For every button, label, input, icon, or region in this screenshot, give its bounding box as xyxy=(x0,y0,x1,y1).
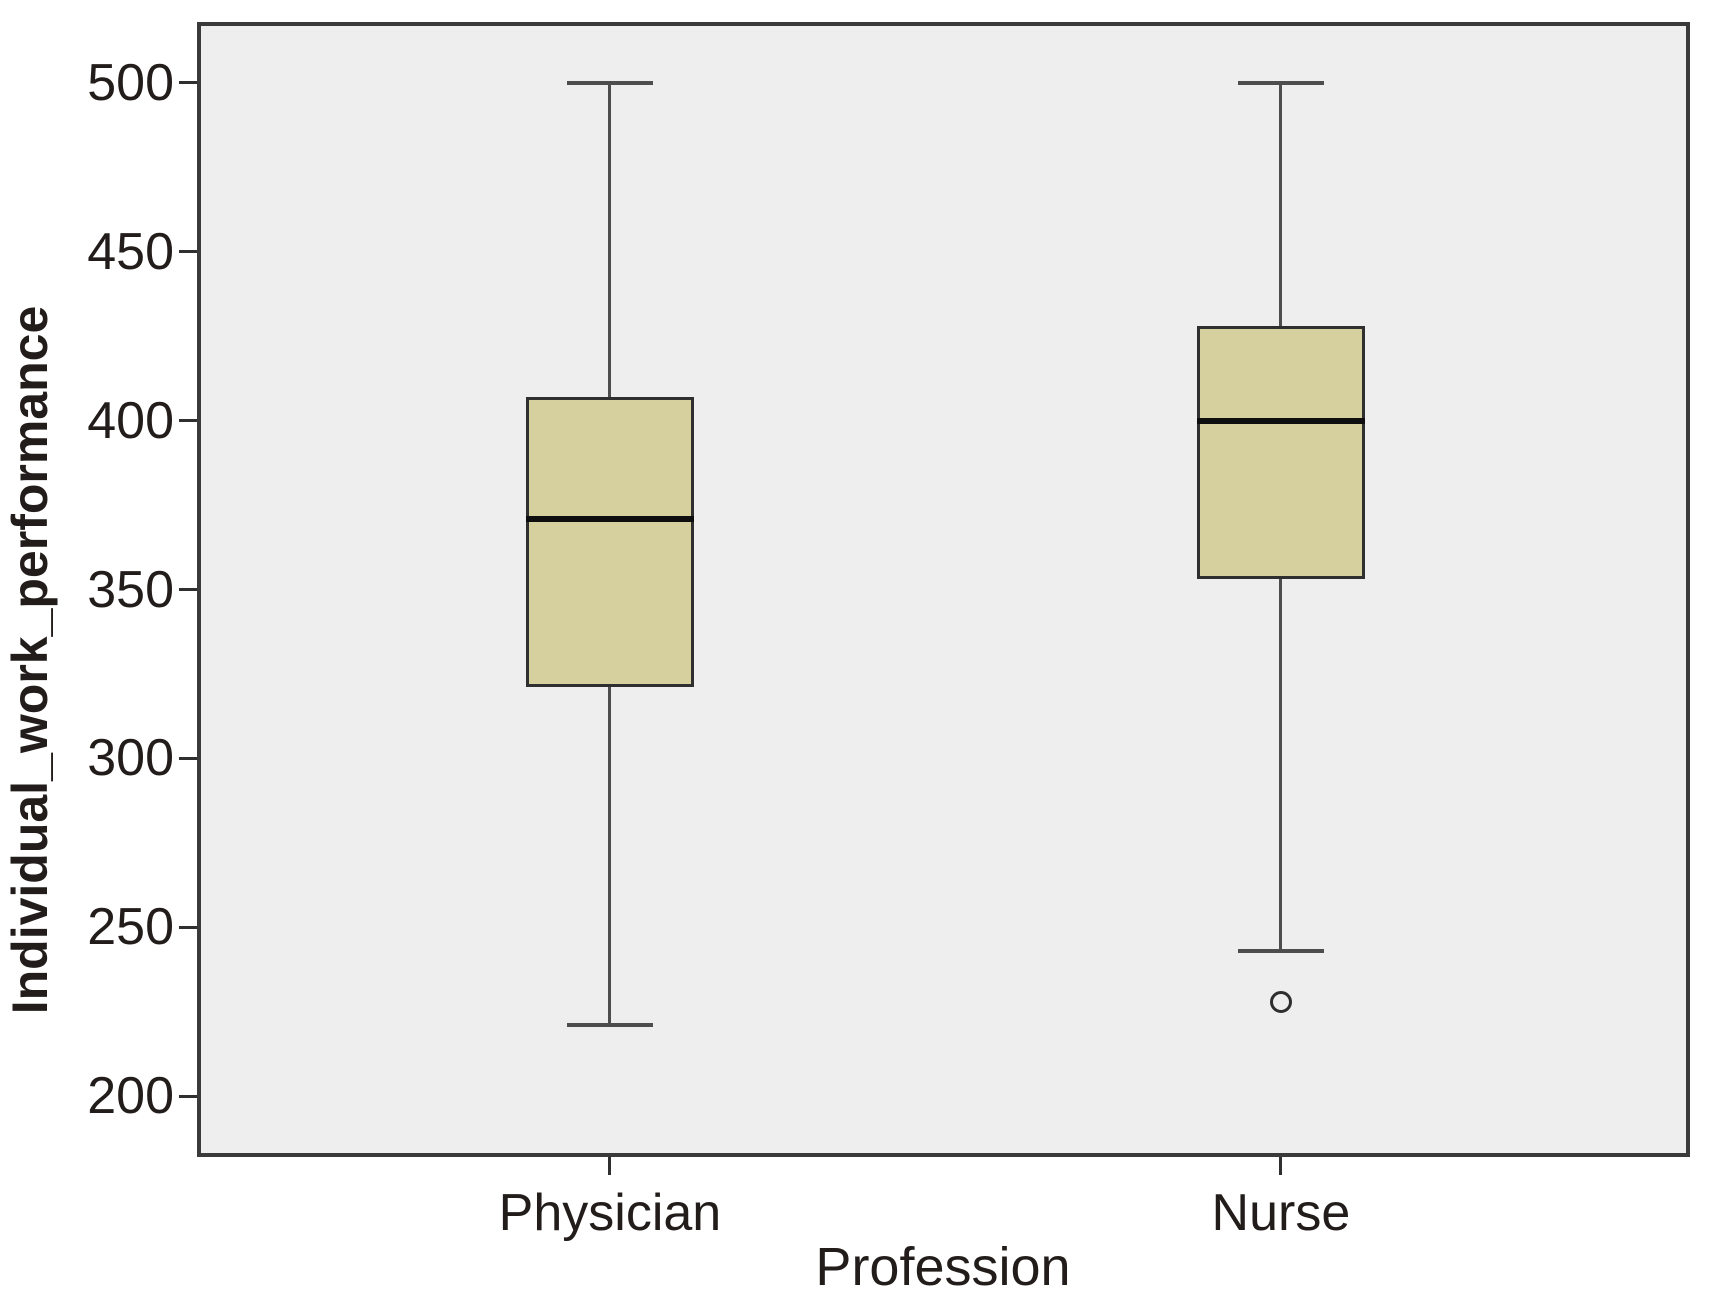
upper-whisker-cap xyxy=(566,80,653,85)
lower-whisker-line xyxy=(608,687,612,1026)
lower-whisker-cap xyxy=(566,1023,653,1028)
median-line xyxy=(1196,417,1365,424)
y-axis-tick-label: 300 xyxy=(87,729,174,788)
upper-whisker-cap xyxy=(1237,80,1324,85)
y-axis-tick-label: 500 xyxy=(87,53,174,112)
x-axis-tick-label: Physician xyxy=(498,1184,722,1242)
lower-whisker-cap xyxy=(1237,948,1324,953)
y-axis-tick xyxy=(179,81,197,85)
y-axis-tick-label: 250 xyxy=(87,898,174,957)
plot-area xyxy=(197,22,1690,1157)
x-axis-tick xyxy=(608,1157,612,1175)
y-axis-tick xyxy=(179,925,197,929)
x-axis-title: Profession xyxy=(815,1237,1071,1297)
median-line xyxy=(525,515,694,522)
y-axis-tick-label: 450 xyxy=(87,222,174,281)
outlier-point xyxy=(1269,990,1292,1013)
box-nurse xyxy=(1196,326,1365,580)
y-axis-tick-label: 400 xyxy=(87,391,174,450)
x-axis-tick xyxy=(1279,1157,1283,1175)
x-axis-tick-label: Nurse xyxy=(1211,1184,1351,1242)
upper-whisker-line xyxy=(608,82,612,397)
y-axis-tick-label: 200 xyxy=(87,1067,174,1126)
y-axis-tick xyxy=(179,756,197,760)
y-axis-tick xyxy=(179,1094,197,1098)
box-physician xyxy=(525,396,694,688)
y-axis-tick xyxy=(179,419,197,423)
y-axis-tick-label: 350 xyxy=(87,560,174,619)
upper-whisker-line xyxy=(1279,82,1283,326)
y-axis-tick xyxy=(179,250,197,254)
y-axis-tick xyxy=(179,588,197,591)
lower-whisker-line xyxy=(1279,579,1283,951)
